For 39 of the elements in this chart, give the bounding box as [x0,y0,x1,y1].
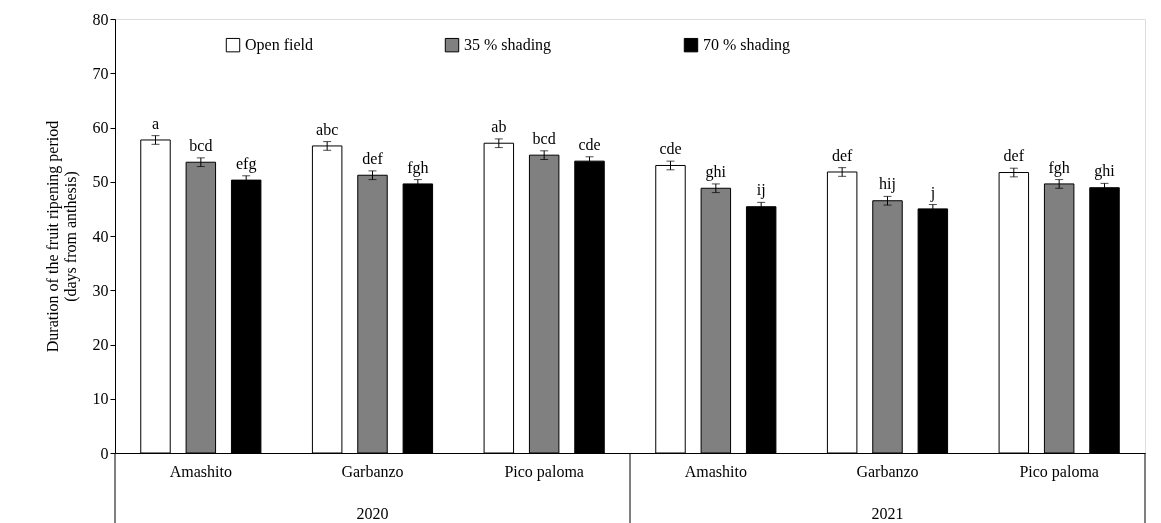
data-label: bcd [532,129,556,147]
data-label: cde [578,135,601,153]
legend-label: 70 % shading [703,36,791,55]
y-tick-label: 30 [92,281,109,299]
legend-label: Open field [245,36,313,55]
y-tick-label: 80 [92,10,109,28]
data-label: a [151,114,160,132]
data-label: ab [491,117,507,135]
data-label: abc [316,120,339,138]
x-tick-label: Garbanzo [341,462,404,480]
data-label: bcd [189,136,213,154]
text: 2020 [356,505,389,522]
y-tick-label: 0 [100,444,109,462]
x-tick-label: Amashito [169,462,232,480]
data-label: ij [756,181,766,200]
data-label: j [929,183,936,202]
y-tick-label: 50 [92,173,109,191]
data-label: ghi [1094,162,1116,181]
x-tick-label: Garbanzo [856,462,919,480]
y-tick-label: 70 [92,64,109,82]
data-label: efg [235,154,257,173]
text: 2021 [871,505,904,522]
x-tick-label: Amashito [684,462,747,480]
data-label: hij [879,175,896,194]
x-tick-label: Pico paloma [1019,462,1099,481]
data-label: ghi [705,162,727,181]
legend-label: 35 % shading [464,36,552,55]
data-label: fgh [407,158,429,177]
y-axis-title: Duration of the fruit ripening period (days from anthesis) [43,120,80,353]
data-label: def [831,146,854,164]
y-tick-label: 10 [92,390,109,408]
y-tick-label: 40 [92,227,109,245]
data-label: def [1003,147,1025,165]
y-tick-label: 60 [92,119,109,136]
data-label: def [362,149,384,167]
y-tick-label: 20 [92,336,109,353]
data-label: cde [659,140,682,158]
x-tick-label: Pico paloma [504,462,584,481]
data-label: fgh [1048,158,1070,177]
